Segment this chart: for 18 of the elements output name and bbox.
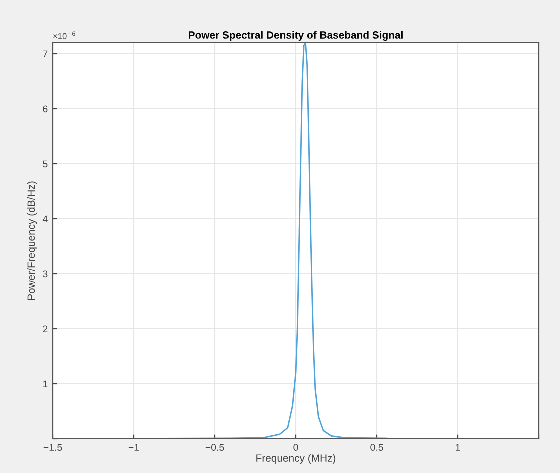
line-series: [53, 43, 539, 439]
y-tick-label: 3: [43, 270, 48, 278]
y-tick-label: 4: [42, 216, 48, 223]
y-tick-label: 1: [43, 380, 48, 388]
chart-title: Power Spectral Density of Baseband Signal: [189, 31, 403, 42]
x-tick-label: 1: [456, 444, 460, 451]
x-tick-label: −1: [128, 444, 140, 451]
y-axis-title: Power/Frequency (dB/Hz): [27, 182, 38, 300]
x-tick-label: −0.5: [206, 444, 224, 451]
y-tick-label: 5: [43, 160, 48, 168]
y-tick-label: 6: [43, 106, 48, 113]
x-axis-title: Frequency (MHz): [256, 454, 336, 464]
x-tick-label: 0.5: [370, 444, 384, 451]
x-tick-label: −1.5: [44, 444, 62, 451]
text: ×10$^{−6}$: [54, 32, 76, 40]
y-tick-label: 7: [43, 50, 48, 58]
x-tick-label: 0: [294, 444, 298, 451]
y-tick-label: 2: [43, 326, 48, 333]
